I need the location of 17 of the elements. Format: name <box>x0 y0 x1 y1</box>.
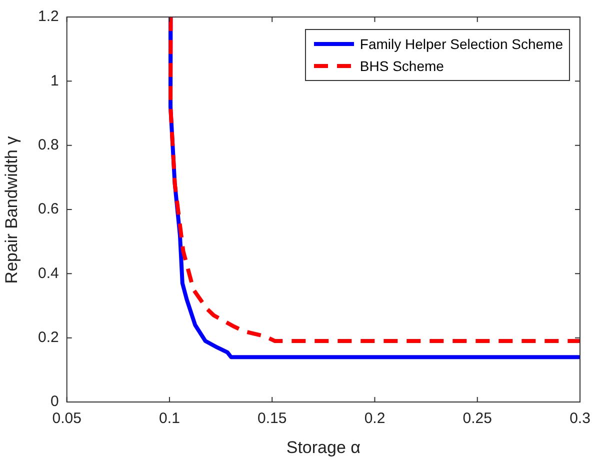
legend-label: Family Helper Selection Scheme <box>360 36 563 52</box>
y-tick-label: 1 <box>50 72 59 90</box>
y-tick-label: 0.4 <box>38 264 59 282</box>
x-tick-label: 0.15 <box>258 410 287 428</box>
x-tick-label: 0.2 <box>364 410 386 428</box>
legend-label: BHS Scheme <box>360 58 444 74</box>
x-tick-label: 0.05 <box>52 410 82 428</box>
x-axis-title: Storage α <box>286 438 360 458</box>
y-tick-label: 0.6 <box>38 200 59 218</box>
y-tick-label: 0 <box>50 393 59 410</box>
y-tick-label: 0.2 <box>38 328 59 346</box>
y-axis-title: Repair Bandwidth γ <box>2 136 22 284</box>
y-tick-label: 0.8 <box>38 136 59 154</box>
y-tick-label: 1.2 <box>38 8 59 26</box>
x-tick-label: 0.1 <box>159 410 180 428</box>
x-tick-label: 0.25 <box>462 410 492 428</box>
x-tick-label: 0.3 <box>570 410 590 428</box>
